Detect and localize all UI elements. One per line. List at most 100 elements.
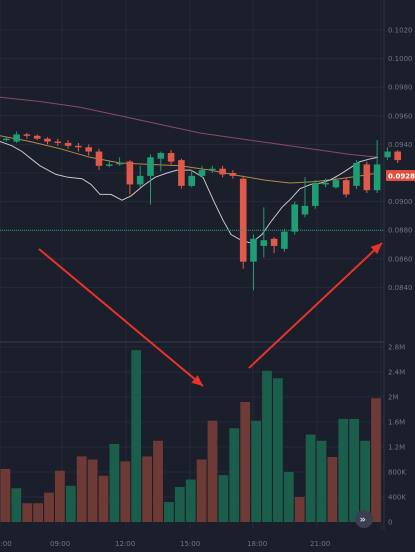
volume-bar: [0, 468, 11, 522]
candle-body: [3, 138, 10, 141]
candle-body: [147, 157, 154, 176]
candle-body: [229, 173, 237, 176]
time-tick-label: 21:00: [310, 540, 330, 548]
candle-body: [332, 180, 340, 188]
volume-axis: 2.8M 2.4M 2M 1.6M 1.2M 800K 400K 0: [388, 344, 406, 527]
volume-bar: [196, 459, 207, 522]
candle-body: [239, 178, 247, 262]
candle-body: [54, 141, 62, 143]
volume-tick-label: 2.8M: [388, 344, 405, 352]
volume-bar: [98, 475, 109, 522]
candle-body: [209, 168, 216, 171]
price-tick-label: 0.0900: [388, 198, 413, 206]
moving-average-lines: [0, 96, 379, 244]
volume-bar: [65, 485, 76, 522]
time-tick-label: 09:00: [50, 540, 70, 548]
candle-body: [198, 170, 206, 176]
candle-body: [44, 138, 51, 142]
volume-bar: [164, 502, 174, 522]
arrow-up-right: [248, 242, 383, 369]
candle-body: [301, 205, 309, 215]
volume-bar: [55, 470, 65, 522]
volume-bar: [174, 487, 185, 522]
volume-bar: [294, 497, 305, 522]
candle-body: [136, 175, 144, 185]
time-tick-label: 15:00: [180, 540, 200, 548]
candle-body: [116, 162, 123, 165]
volume-bar: [142, 456, 152, 522]
volume-tick-label: 1.6M: [388, 419, 405, 427]
volume-tick-label: 400K: [388, 494, 406, 502]
candle-body: [291, 204, 298, 232]
volume-bar: [240, 402, 251, 522]
candle-body: [353, 162, 360, 186]
candle-body: [95, 151, 103, 166]
volume-bar: [338, 418, 349, 522]
candle-body: [64, 142, 72, 146]
candle-body: [106, 164, 113, 166]
price-tick-label: 0.0840: [388, 284, 413, 292]
volume-tick-label: 2M: [388, 394, 399, 402]
candle-body: [85, 147, 92, 152]
volume-bar: [262, 370, 272, 522]
volume-bar: [316, 440, 327, 522]
candle-body: [178, 160, 185, 186]
scroll-to-latest-button[interactable]: »: [355, 510, 373, 528]
volume-bar: [109, 443, 120, 522]
volume-bar: [87, 459, 98, 522]
candle-body: [250, 238, 257, 262]
time-tick-label: 12:00: [115, 540, 135, 548]
ma-fast-line: [0, 141, 379, 244]
volume-tick-label: 800K: [388, 469, 406, 477]
candle-body: [219, 168, 226, 175]
time-tick-label: 18:00: [247, 540, 267, 548]
volume-bar: [33, 503, 43, 522]
candle-body: [312, 183, 319, 206]
candle-body: [23, 134, 31, 136]
current-price-badge: 0.0928: [386, 170, 415, 181]
volume-bar: [120, 461, 131, 522]
volume-tick-label: 2.4M: [388, 369, 405, 377]
volume-bar: [229, 428, 240, 522]
price-tick-label: 0.0960: [388, 112, 413, 120]
volume-bar: [349, 418, 360, 522]
price-tick-label: 0.0980: [388, 84, 413, 92]
volume-bar: [131, 350, 142, 522]
candle-body: [373, 164, 381, 191]
volume-tick-label: 1.2M: [388, 444, 405, 452]
volume-bar: [185, 479, 196, 522]
volume-bar: [371, 398, 381, 522]
candle-body: [157, 152, 165, 159]
candle-body: [322, 183, 329, 185]
volume-bar: [283, 472, 294, 522]
volume-bar: [218, 475, 229, 522]
candle-body: [394, 151, 401, 161]
volume-bar: [327, 457, 338, 522]
candle-body: [126, 161, 134, 185]
candle-body: [260, 240, 268, 246]
candle-body: [270, 238, 278, 246]
volume-histogram: [0, 350, 381, 522]
price-tick-label: 0.0880: [388, 227, 413, 235]
candle-body: [281, 231, 288, 249]
price-tick-label: 0.1000: [388, 55, 413, 63]
candle-body: [167, 152, 175, 162]
price-tick-label: 0.0940: [388, 141, 413, 149]
price-tick-label: 0.1020: [388, 27, 413, 35]
arrow-up-right-head: [370, 243, 382, 255]
time-axis: 3:00 09:00 12:00 15:00 18:00 21:00: [0, 540, 330, 548]
volume-bar: [22, 503, 33, 522]
volume-bar: [305, 434, 316, 522]
volume-bar: [44, 492, 54, 522]
annotation-arrows: [38, 242, 383, 387]
candle-body: [75, 145, 82, 148]
candle-body: [384, 151, 391, 158]
candle-body: [342, 180, 350, 195]
volume-tick-label: 0: [388, 519, 392, 527]
volume-bar: [273, 378, 283, 522]
arrow-down-right: [38, 248, 204, 387]
candle-body: [13, 134, 20, 142]
ma-slow-line: [0, 96, 379, 158]
double-chevron-right-icon: »: [360, 515, 366, 526]
